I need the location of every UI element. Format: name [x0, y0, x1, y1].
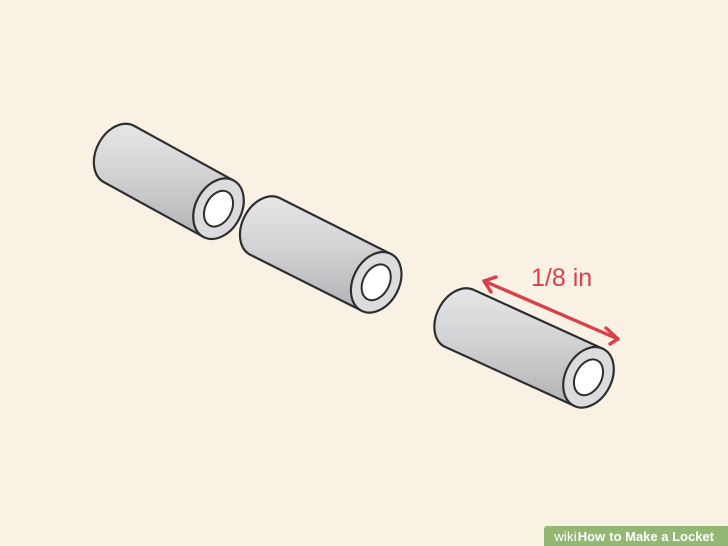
- wikihow-watermark: wiki How to Make a Locket: [544, 526, 728, 546]
- tube-segment-1: [92, 122, 245, 241]
- watermark-how: How: [577, 528, 606, 544]
- measurement-label: 1/8 in: [531, 264, 593, 292]
- watermark-title: to Make a Locket: [609, 528, 714, 544]
- tube-segment-2: [238, 195, 403, 314]
- tube-segment-3: [433, 287, 615, 409]
- measurement-arrow: [482, 275, 620, 346]
- watermark-site: wiki: [554, 528, 577, 544]
